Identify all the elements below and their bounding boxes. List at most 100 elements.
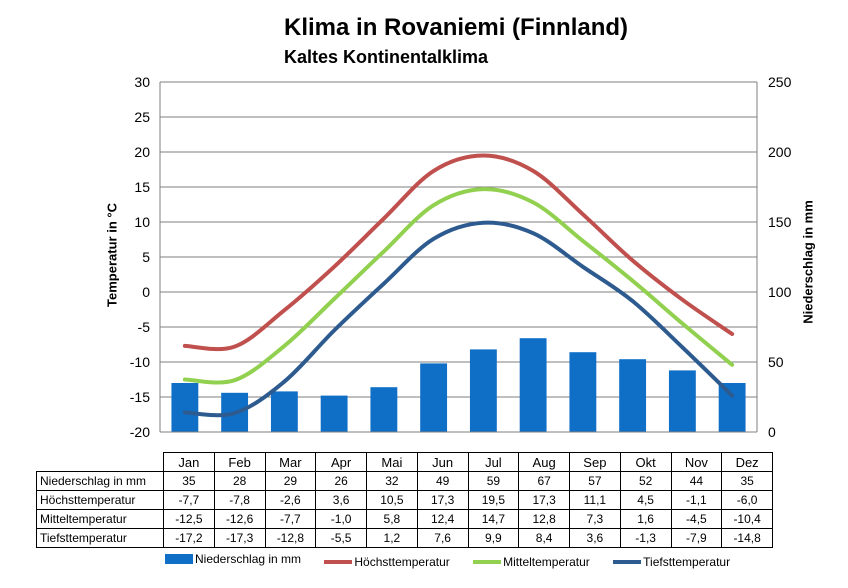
precipitation-bar: [569, 352, 597, 432]
data-table: Jan Feb Mar Apr Mai Jun Jul Aug Sep Okt Nov Dez Nied…: [36, 452, 773, 548]
min-temp-line: [182, 220, 735, 418]
precipitation-bar: [619, 359, 647, 432]
table-cell: -4,5: [670, 509, 723, 529]
table-cell: 32: [366, 471, 418, 491]
y-left-tick-label: -20: [130, 424, 150, 440]
table-cell: -5,5: [315, 528, 367, 548]
table-corner: [37, 453, 164, 472]
y-left-tick-label: 0: [142, 284, 150, 300]
y-left-tick-label: 5: [142, 249, 150, 265]
table-cell: 12,8: [518, 509, 570, 529]
precipitation-bar: [320, 395, 348, 432]
y-left-tick-label: 30: [134, 74, 150, 90]
gridlines: [160, 81, 757, 433]
precipitation-bar: [171, 383, 199, 432]
table-cell: -17,2: [163, 528, 215, 548]
table-row-label: Niederschlag in mm: [36, 471, 164, 491]
y-left-tick-label: 20: [134, 144, 150, 160]
axes: [159, 82, 758, 433]
x-tick-label: Feb: [213, 452, 266, 472]
table-cell: 59: [467, 471, 520, 491]
table-cell: 1,2: [366, 528, 418, 548]
legend-swatch-precipitation: [165, 554, 193, 564]
y-left-tick-label: -15: [130, 389, 150, 405]
y-left-tick-label: 25: [134, 109, 150, 125]
table-cell: 7,6: [416, 528, 469, 548]
table-cell: -1,0: [315, 509, 367, 529]
table-cell: 3,6: [315, 490, 367, 510]
table-cell: -7,8: [213, 490, 266, 510]
legend-swatch-min-temp: [613, 560, 642, 564]
legend-swatch-mean-temp: [473, 560, 502, 564]
x-tick-label: Okt: [619, 452, 672, 472]
table-row: Niederschlag in mm 35 28 29 26 32 49 59 67 57 52 44…: [36, 471, 773, 491]
table-cell: 44: [670, 471, 723, 491]
legend-item-precipitation: Niederschlag in mm: [165, 552, 301, 566]
x-tick-label: Mai: [366, 452, 418, 472]
table-cell: -2,6: [264, 490, 317, 510]
precipitation-bar: [718, 383, 746, 432]
y-right-tick-label: 0: [768, 424, 776, 440]
table-row: Tiefsttemperatur -17,2 -17,3 -12,8 -5,5 1,2 7,…: [36, 528, 773, 548]
y-left-tick-label: -5: [138, 319, 151, 335]
y-right-tick-label: 250: [768, 74, 792, 90]
y-left-tick-label: 10: [134, 214, 150, 230]
table-row: Höchsttemperatur -7,7 -7,8 -2,6 3,6 10,5 17,3 1…: [36, 490, 773, 510]
legend-label-min-temp: Tiefsttemperatur: [643, 555, 731, 569]
table-cell: 10,5: [366, 490, 418, 510]
table-cell: 35: [163, 471, 215, 491]
table-header-row: Jan Feb Mar Apr Mai Jun Jul Aug Sep Okt Nov Dez: [37, 452, 773, 472]
table-cell: 4,5: [619, 490, 672, 510]
table-cell: 52: [619, 471, 672, 491]
table-row-label: Mitteltemperatur: [36, 509, 164, 529]
y-right-tick-label: 100: [768, 284, 792, 300]
chart-title: Klima in Rovaniemi (Finnland): [284, 14, 629, 41]
table-cell: -10,4: [721, 509, 773, 529]
x-tick-label: Sep: [569, 452, 621, 472]
legend-item-max-temp: Höchsttemperatur: [324, 555, 450, 569]
precipitation-bar: [469, 349, 497, 432]
table-cell: -7,7: [264, 509, 317, 529]
table-cell: 14,7: [467, 509, 520, 529]
legend-label-mean-temp: Mitteltemperatur: [503, 555, 590, 569]
table-cell: 11,1: [569, 490, 621, 510]
y-left-tick-label: -10: [130, 354, 150, 370]
precipitation-bars: [171, 338, 746, 432]
x-tick-label: Mar: [264, 452, 317, 472]
table-cell: 5,8: [366, 509, 418, 529]
x-tick-label: Jun: [416, 452, 469, 472]
table-cell: -7,9: [670, 528, 723, 548]
table-cell: 57: [569, 471, 621, 491]
y-axis-left-title: Temperatur in °C: [104, 203, 120, 307]
left-axis-ticks: 30 25 20 15 10 5 0 -5 -10 -15 -20: [130, 74, 150, 440]
x-tick-label: Nov: [670, 452, 723, 472]
legend-label-precipitation: Niederschlag in mm: [195, 552, 302, 566]
max-temp-line: [182, 153, 735, 352]
table-cell: -7,7: [163, 490, 215, 510]
table-cell: -12,5: [163, 509, 215, 529]
table-cell: 19,5: [467, 490, 520, 510]
x-tick-label: Dez: [721, 452, 773, 472]
y-right-tick-label: 200: [768, 144, 792, 160]
precipitation-bar: [270, 391, 298, 432]
table-cell: -14,8: [721, 528, 773, 548]
legend: Niederschlag in mm Höchsttemperatur Mitt…: [165, 552, 750, 569]
table-cell: 49: [416, 471, 469, 491]
table-cell: 7,3: [569, 509, 621, 529]
y-right-tick-label: 150: [768, 214, 792, 230]
table-cell: 17,3: [518, 490, 570, 510]
table-cell: -6,0: [721, 490, 773, 510]
precipitation-bar: [668, 370, 696, 432]
table-cell: -17,3: [213, 528, 266, 548]
legend-label-max-temp: Höchsttemperatur: [354, 555, 450, 569]
legend-item-mean-temp: Mitteltemperatur: [473, 555, 590, 569]
x-tick-label: Jan: [163, 452, 215, 472]
precipitation-bar: [519, 338, 547, 432]
table-cell: 3,6: [569, 528, 621, 548]
table-cell: -1,3: [619, 528, 672, 548]
table-row-label: Höchsttemperatur: [36, 490, 164, 510]
table-cell: 9,9: [467, 528, 520, 548]
temperature-lines: [182, 153, 735, 418]
table-row: Mitteltemperatur -12,5 -12,6 -7,7 -1,0 5,8 12,…: [36, 509, 773, 529]
